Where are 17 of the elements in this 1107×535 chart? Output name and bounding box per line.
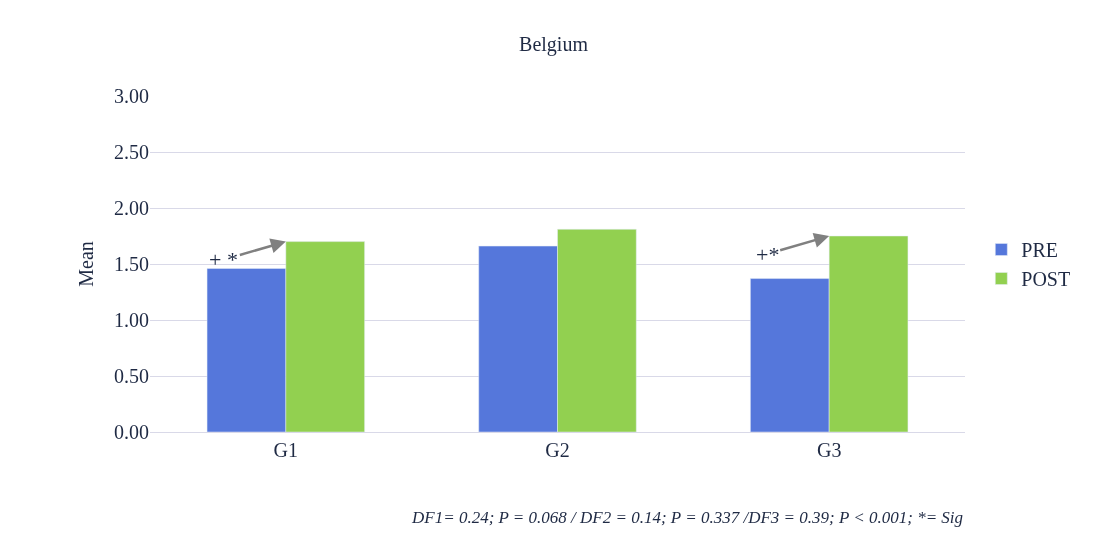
y-tick-label: 2.00 (114, 197, 149, 219)
y-tick-label: 1.50 (114, 253, 149, 275)
y-tick-label: 1.00 (114, 309, 149, 331)
y-tick-label: 0.00 (114, 421, 149, 443)
text: DF1= 0.24; P = 0.068 / DF2 = 0.14; P = 0.337 /DF3 = 0.39; P < 0.001; *= Sig (411, 508, 964, 527)
chart-title: Belgium (519, 33, 589, 57)
x-tick-label: G2 (545, 439, 570, 461)
annotation: +* (756, 242, 780, 267)
legend-label: PRE (1021, 239, 1058, 262)
x-tick-label: G1 (273, 439, 299, 461)
y-axis-title: Mean (74, 241, 97, 287)
y-tick-label: 3.00 (114, 85, 149, 107)
legend-label: POST (1021, 268, 1071, 291)
y-tick-label: 0.50 (114, 365, 149, 387)
x-tick-label: G3 (816, 439, 842, 461)
y-tick-label: 2.50 (114, 141, 149, 163)
annotation: + * (209, 247, 238, 272)
